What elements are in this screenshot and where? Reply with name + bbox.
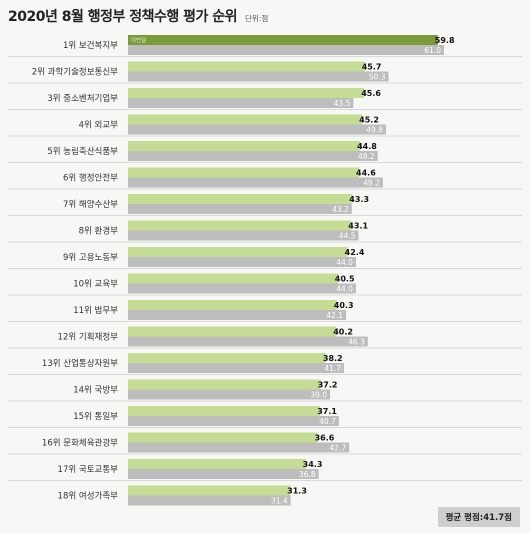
previous-value-label: 44.0 — [336, 258, 353, 267]
current-bar — [128, 167, 360, 178]
category-label: 1위 보건복지부 — [63, 40, 118, 51]
previous-bar — [128, 71, 389, 82]
current-value-label: 38.2 — [323, 354, 343, 363]
previous-value-label: 42.1 — [326, 311, 343, 320]
previous-value-label: 50.3 — [369, 73, 386, 82]
current-bar — [128, 114, 363, 125]
previous-bar — [128, 124, 386, 135]
current-value-label: 45.2 — [359, 116, 379, 125]
previous-value-label: 48.2 — [358, 152, 375, 161]
previous-bar — [128, 336, 368, 347]
current-bar — [128, 194, 353, 204]
category-label: 11위 법무부 — [73, 305, 118, 316]
current-bar — [128, 141, 361, 151]
current-value-label: 43.1 — [348, 222, 368, 231]
previous-bar — [128, 98, 354, 108]
current-bar — [128, 353, 326, 363]
category-label: 14위 국방부 — [73, 385, 118, 396]
current-bar — [128, 220, 352, 231]
current-value-label: 37.1 — [317, 407, 337, 416]
previous-value-label: 43.2 — [332, 205, 349, 214]
previous-value-label: 41.7 — [324, 364, 341, 373]
category-label: 6위 행정안전부 — [63, 173, 118, 184]
previous-bar — [128, 257, 356, 267]
category-label: 9위 고용노동부 — [63, 253, 118, 263]
current-bar — [128, 326, 337, 337]
previous-value-label: 61.0 — [424, 46, 441, 55]
current-bar — [128, 61, 365, 72]
current-bar — [128, 273, 338, 284]
previous-value-label: 44.5 — [339, 232, 356, 241]
current-bar — [128, 88, 365, 98]
category-label: 13위 산업통상자원부 — [42, 358, 118, 369]
current-value-label: 45.6 — [361, 89, 381, 98]
unit-label: 단위:점 — [245, 14, 269, 23]
category-label: 12위 기획재정부 — [58, 332, 119, 343]
category-label: 10위 교육부 — [73, 280, 118, 290]
current-value-label: 34.3 — [303, 460, 323, 469]
previous-bar — [128, 442, 350, 453]
current-value-label: 42.4 — [345, 248, 365, 257]
previous-bar — [128, 416, 339, 426]
current-value-label: 37.2 — [318, 381, 338, 390]
previous-value-label: 40.7 — [319, 417, 336, 426]
current-value-label: 31.3 — [287, 487, 307, 496]
current-bar — [128, 247, 348, 257]
previous-bar — [128, 177, 383, 188]
current-bar — [128, 459, 306, 469]
category-label: 4위 외교부 — [79, 120, 119, 131]
previous-bar — [128, 230, 359, 241]
current-value-label: 59.8 — [435, 36, 455, 45]
current-bar — [128, 35, 438, 45]
previous-bar — [128, 204, 352, 214]
current-value-label: 36.6 — [315, 434, 335, 443]
current-bar — [128, 406, 321, 416]
previous-value-label: 49.8 — [366, 126, 383, 135]
previous-value-label: 39.0 — [310, 391, 327, 400]
previous-bar — [128, 363, 345, 373]
category-label: 8위 환경부 — [79, 226, 119, 237]
current-value-label: 44.6 — [356, 169, 376, 178]
previous-value-label: 44.0 — [336, 285, 353, 294]
previous-bar — [128, 151, 378, 161]
current-value-label: 44.8 — [357, 142, 377, 151]
legend-current-month: 이번달 — [131, 36, 146, 44]
category-label: 17위 국토교통부 — [58, 465, 119, 475]
current-bar — [128, 485, 291, 496]
category-label: 2위 과학기술정보통신부 — [32, 67, 118, 78]
current-value-label: 43.3 — [349, 195, 369, 204]
category-label: 15위 통일부 — [73, 412, 118, 422]
previous-bar — [128, 469, 319, 479]
previous-bar — [128, 495, 291, 506]
chart-header: 2020년 8월 행정부 정책수행 평가 순위 단위:점 — [8, 6, 268, 26]
current-value-label: 40.5 — [335, 275, 355, 284]
previous-value-label: 36.8 — [299, 470, 316, 479]
current-bar — [128, 432, 318, 443]
category-label: 7위 해양수산부 — [63, 199, 118, 210]
previous-value-label: 31.4 — [271, 497, 288, 506]
category-label: 18위 여성가족부 — [58, 491, 119, 502]
current-bar — [128, 300, 337, 310]
previous-bar — [128, 45, 444, 55]
previous-bar — [128, 389, 331, 400]
category-label: 16위 문화체육관광부 — [42, 438, 118, 449]
previous-value-label: 42.7 — [329, 444, 346, 453]
category-label: 3위 중소벤처기업부 — [47, 93, 118, 104]
current-value-label: 40.3 — [334, 301, 354, 310]
previous-value-label: 49.2 — [363, 179, 380, 188]
current-bar — [128, 379, 321, 390]
previous-bar — [128, 310, 347, 320]
current-value-label: 40.2 — [333, 328, 353, 337]
previous-bar — [128, 283, 356, 294]
previous-value-label: 46.3 — [348, 338, 365, 347]
current-value-label: 45.7 — [362, 63, 382, 72]
chart-title: 2020년 8월 행정부 정책수행 평가 순위 — [8, 9, 238, 25]
average-score-badge: 평균 평점:41.7점 — [437, 507, 520, 527]
category-label: 5위 농림축산식품부 — [47, 146, 118, 157]
previous-value-label: 43.5 — [334, 99, 351, 108]
